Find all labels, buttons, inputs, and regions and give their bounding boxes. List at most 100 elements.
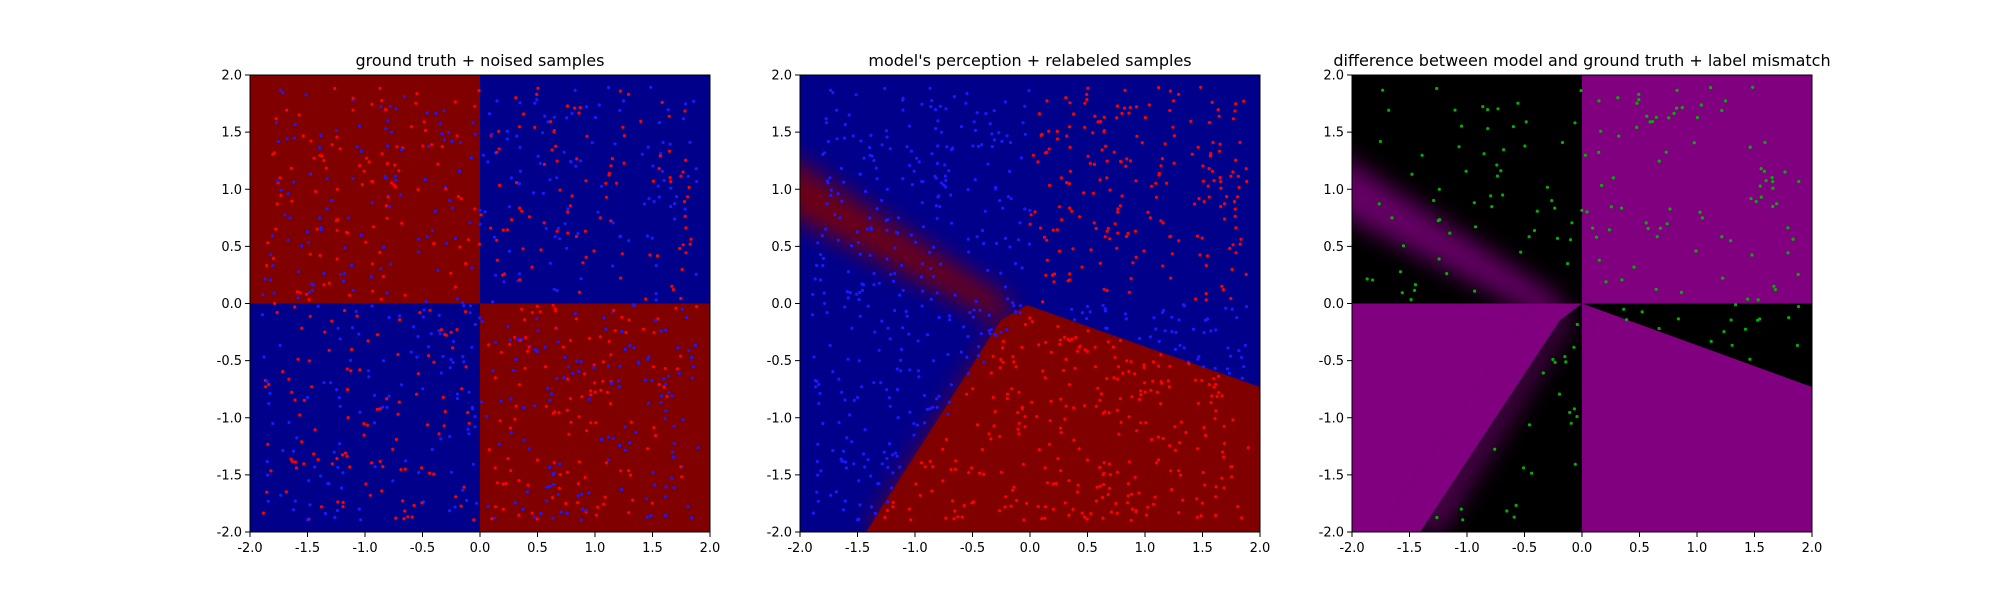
data-point [1448,231,1452,235]
data-point [422,120,426,124]
data-point [1664,150,1668,154]
data-point [309,139,313,143]
data-point [835,108,839,112]
panel-ground-truth: ground truth + noised samples -2.0 -1.5 -1… [217,51,721,556]
data-point [592,381,597,385]
data-point [646,357,650,361]
data-point [611,436,615,441]
data-point [607,86,611,90]
data-point [657,383,661,387]
data-point [578,106,582,110]
data-point [1072,406,1076,410]
data-point [1161,436,1165,441]
data-point [615,181,619,185]
data-point [1068,278,1072,282]
data-point [901,177,905,181]
data-point [1118,204,1122,208]
data-point [444,187,448,191]
data-point [302,398,306,402]
data-point [576,494,580,498]
data-point [1144,513,1149,517]
data-point [335,388,339,392]
data-point [1028,222,1032,226]
data-point [675,195,679,199]
data-point [402,517,406,521]
data-point [875,207,879,211]
data-point [857,298,861,302]
data-point [1229,354,1233,358]
data-point [289,166,293,170]
data-point [1134,255,1138,259]
data-point [1003,100,1007,104]
data-point [1000,139,1004,143]
data-point [986,162,990,166]
data-point [945,145,949,149]
data-point [558,188,562,192]
data-point [930,489,934,493]
data-point [816,499,820,503]
data-point [555,288,559,293]
region-bottom-right [1582,303,1812,532]
data-point [535,98,539,102]
data-point [389,130,394,134]
data-point [563,355,567,359]
data-point [395,145,399,149]
data-point [1019,156,1024,160]
data-point [412,503,416,507]
data-point [604,461,609,465]
data-point [362,422,366,426]
data-point [592,249,596,253]
data-point [1210,394,1214,398]
data-point [627,511,631,515]
data-point [384,108,388,112]
data-point [857,359,861,363]
data-point [1085,349,1089,353]
data-point [1211,140,1215,145]
data-point [1098,261,1102,265]
data-point [1104,326,1108,330]
data-point [1207,195,1211,199]
data-point [1098,398,1102,402]
data-point [1100,148,1104,152]
data-point [335,257,339,261]
data-point [929,297,933,301]
data-point [611,264,615,268]
data-point [381,405,385,409]
data-point [840,390,844,394]
data-point [696,446,700,450]
data-point [437,432,441,436]
data-point [443,410,447,414]
data-point [950,148,954,152]
x-tick-label: -1.0 [1454,541,1479,556]
data-point [487,112,492,116]
data-point [428,471,432,475]
data-point [1204,264,1208,268]
data-point [663,417,667,421]
data-point [378,407,382,411]
x-tick-label: 1.0 [1687,541,1708,556]
data-point [942,183,946,187]
data-point [1676,317,1680,321]
data-point [883,86,887,91]
data-point [275,202,279,206]
data-point [1009,197,1013,201]
data-point [315,227,319,231]
data-point [1177,239,1181,243]
data-point [358,410,362,414]
data-point [1235,316,1239,320]
data-point [1501,193,1505,197]
data-point [585,134,589,138]
data-point [425,423,430,427]
data-point [676,346,680,350]
data-point [1153,495,1157,499]
data-point [980,447,984,452]
data-point [1698,210,1702,214]
data-point [1239,237,1243,241]
data-point [1410,172,1414,176]
data-point [1129,277,1133,281]
data-point [266,473,270,477]
data-point [1119,420,1123,424]
data-point [367,160,371,164]
data-point [998,366,1002,370]
data-point [1775,202,1779,206]
